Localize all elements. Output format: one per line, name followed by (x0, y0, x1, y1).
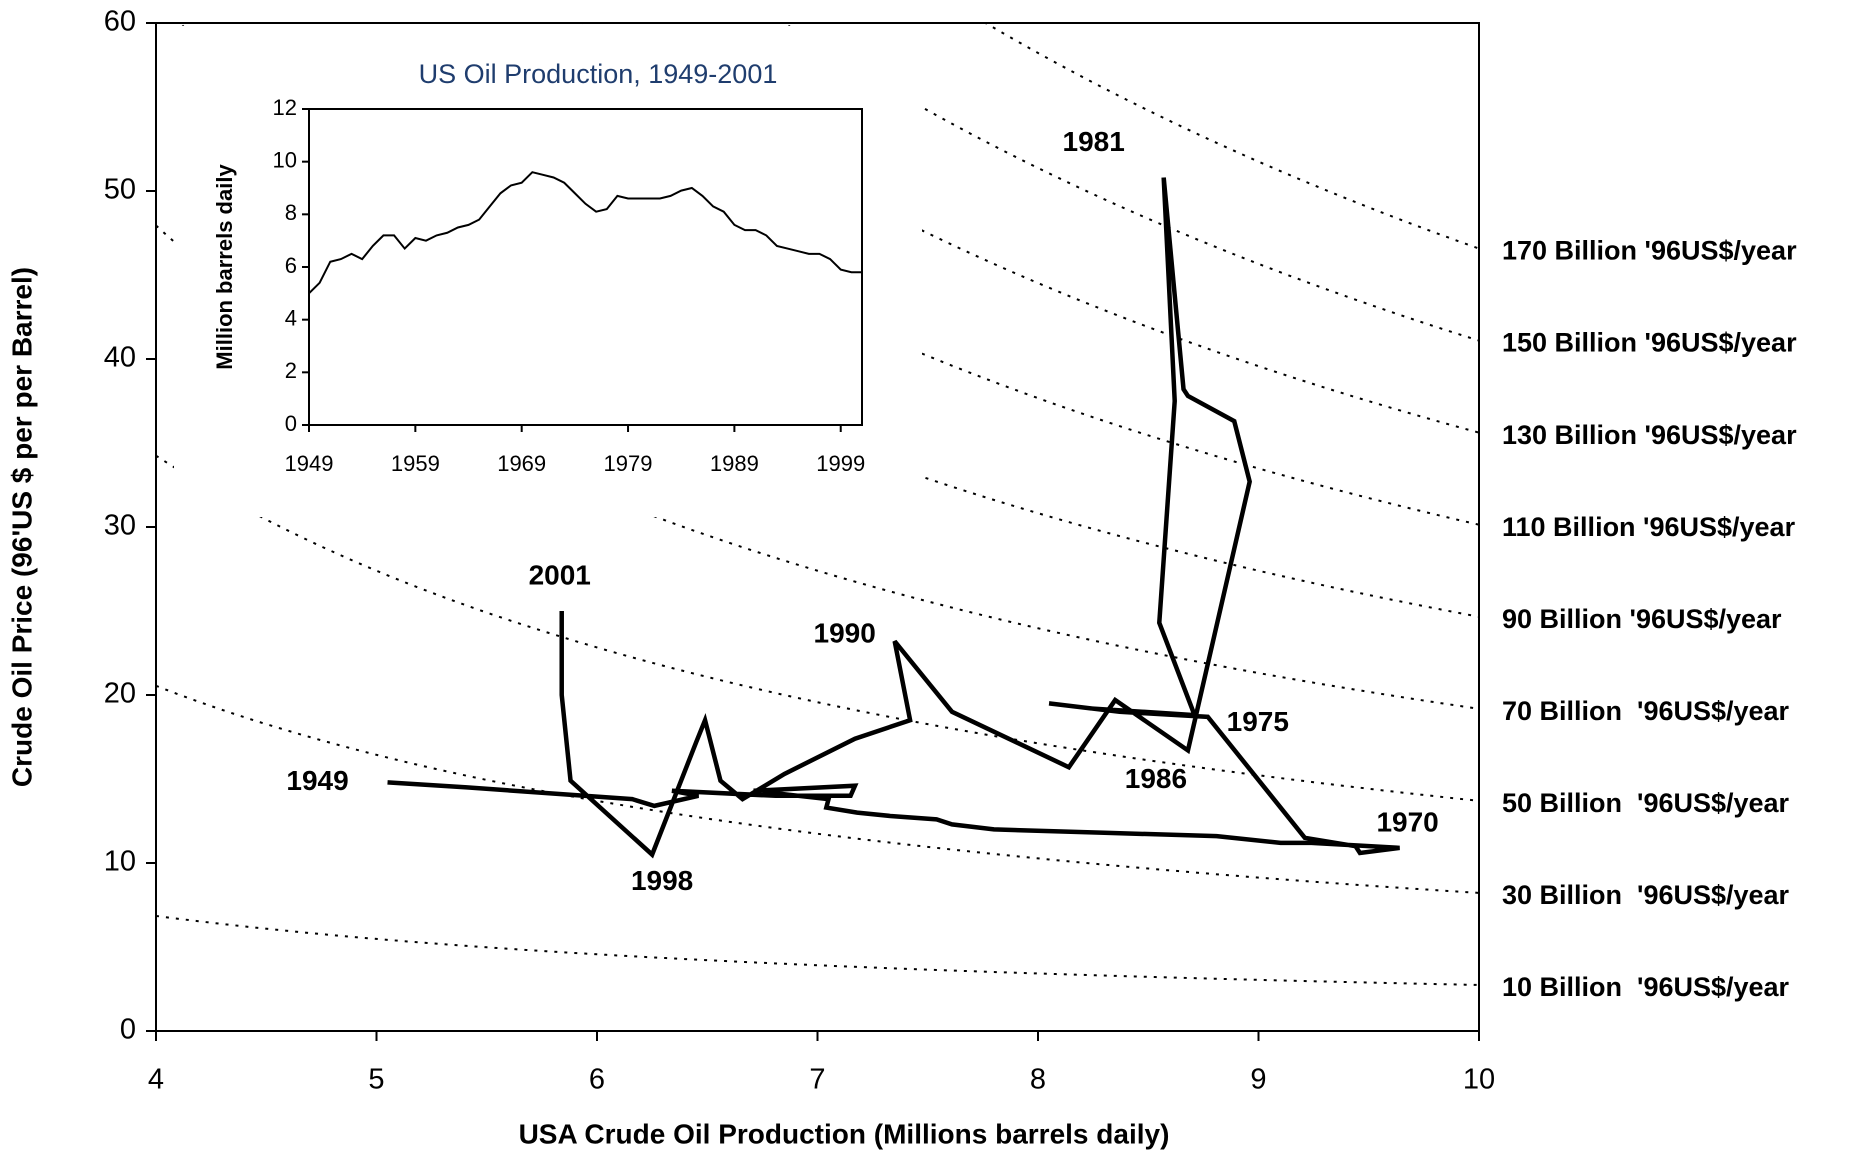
y-tick-label: 30 (104, 510, 136, 542)
y-tick-label: 2 (285, 358, 297, 383)
x-tick-label: 1979 (604, 451, 653, 476)
iso-revenue-label: 170 Billion '96US$/year (1502, 236, 1797, 266)
iso-revenue-label: 50 Billion '96US$/year (1502, 788, 1790, 818)
y-tick-label: 4 (285, 305, 297, 330)
y-axis-label: Crude Oil Price (96'US $ per per Barrel) (6, 267, 37, 787)
point-label: 1970 (1376, 806, 1438, 837)
x-tick-label: 4 (148, 1064, 164, 1096)
iso-revenue-label: 70 Billion '96US$/year (1502, 696, 1790, 726)
iso-revenue-label: 150 Billion '96US$/year (1502, 328, 1797, 358)
y-tick-label: 0 (120, 1014, 136, 1046)
x-tick-label: 7 (809, 1064, 825, 1096)
iso-revenue-curve (156, 684, 1479, 894)
iso-revenue-label: 90 Billion '96US$/year (1502, 604, 1782, 634)
point-label: 1975 (1227, 706, 1289, 737)
y-tick-label: 10 (104, 846, 136, 878)
x-tick-label: 1949 (285, 451, 334, 476)
point-label: 1990 (814, 618, 876, 649)
x-tick-label: 1999 (816, 451, 865, 476)
x-tick-label: 5 (368, 1064, 384, 1096)
iso-revenue-label: 110 Billion '96US$/year (1502, 512, 1796, 542)
data-line (387, 177, 1400, 859)
point-label: 1949 (286, 765, 348, 796)
y-tick-label: 40 (104, 342, 136, 374)
iso-revenue-label: 10 Billion '96US$/year (1502, 972, 1790, 1002)
iso-revenue-label: 30 Billion '96US$/year (1502, 880, 1790, 910)
y-tick-label: 8 (285, 200, 297, 225)
x-tick-label: 1989 (710, 451, 759, 476)
x-tick-label: 8 (1030, 1064, 1046, 1096)
x-tick-label: 1969 (497, 451, 546, 476)
y-tick-label: 0 (285, 411, 297, 436)
point-label: 1986 (1125, 763, 1187, 794)
y-tick-label: 20 (104, 678, 136, 710)
iso-revenue-curve (156, 914, 1479, 986)
inset-y-axis-label: Million barrels daily (212, 164, 237, 370)
point-label: 2001 (529, 559, 591, 590)
y-tick-label: 50 (104, 174, 136, 206)
point-label: 1998 (631, 865, 693, 896)
inset-title: US Oil Production, 1949-2001 (419, 59, 778, 89)
x-tick-label: 10 (1463, 1064, 1495, 1096)
point-label: 1981 (1063, 126, 1125, 157)
iso-revenue-curve (156, 224, 1479, 710)
x-tick-label: 6 (589, 1064, 605, 1096)
x-tick-label: 9 (1250, 1064, 1266, 1096)
data-line (308, 171, 862, 295)
y-tick-label: 10 (273, 147, 297, 172)
x-tick-label: 1959 (391, 451, 440, 476)
y-tick-label: 60 (104, 6, 136, 38)
iso-revenue-label: 130 Billion '96US$/year (1502, 420, 1797, 450)
y-tick-label: 12 (273, 95, 297, 120)
y-tick-label: 6 (285, 253, 297, 278)
x-axis-label: USA Crude Oil Production (Millions barre… (519, 1118, 1170, 1149)
inset-background (174, 26, 922, 517)
